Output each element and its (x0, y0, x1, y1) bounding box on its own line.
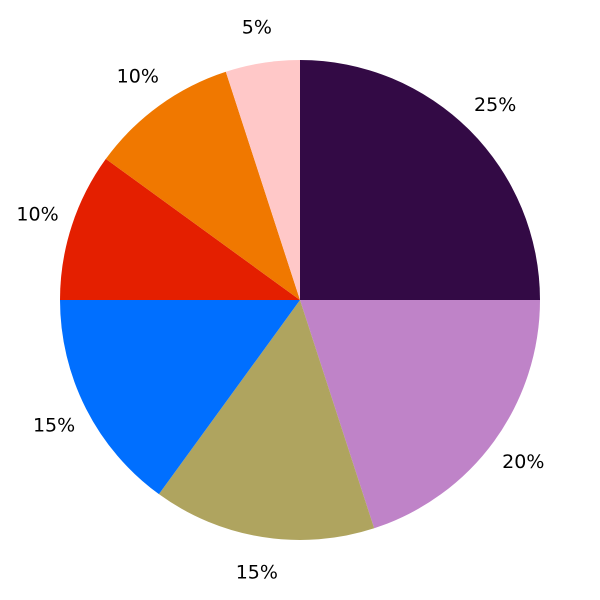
pie-slice (60, 158, 300, 300)
slice-label: 5% (242, 16, 272, 38)
pie-slice (300, 300, 540, 529)
pie-slice (105, 71, 300, 301)
pie-slice (300, 60, 540, 300)
slice-label: 15% (236, 562, 278, 584)
slice-label: 15% (33, 414, 75, 436)
slice-label: 10% (16, 204, 58, 226)
pie-slice (158, 300, 375, 540)
pie-slice (225, 60, 300, 300)
pie-slice (60, 300, 300, 495)
slice-label: 20% (502, 451, 544, 473)
slice-label: 10% (117, 66, 159, 88)
slice-label: 25% (474, 94, 516, 116)
